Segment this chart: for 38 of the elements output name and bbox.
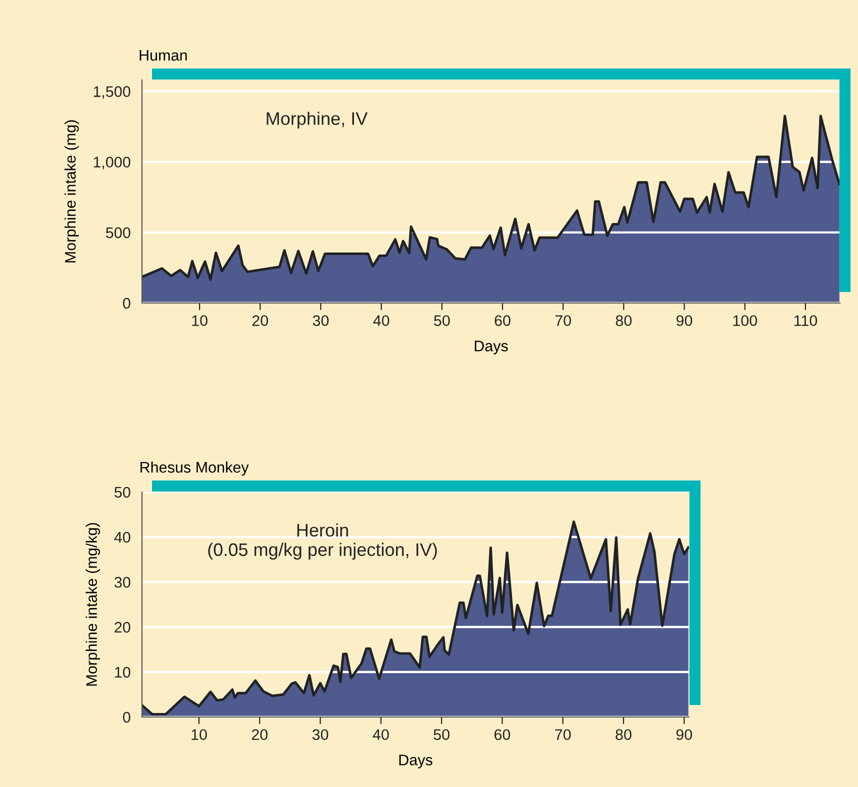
chart-title: Human bbox=[140, 50, 187, 61]
chart-title: Rhesus Monkey bbox=[140, 461, 249, 476]
y-tick-label: 1,500 bbox=[94, 86, 130, 99]
y-axis-title: Morphine intake (mg/kg) bbox=[86, 523, 100, 686]
x-tick-label: 100 bbox=[733, 315, 758, 326]
x-tick-label: 40 bbox=[372, 729, 389, 740]
x-tick-label: 110 bbox=[794, 315, 818, 326]
y-tick-label: 500 bbox=[106, 227, 130, 238]
x-tick-label: 70 bbox=[555, 315, 571, 326]
y-axis-title: Morphine intake (mg) bbox=[64, 120, 79, 262]
x-tick-label: 40 bbox=[373, 315, 390, 326]
y-tick-label: 0 bbox=[122, 712, 130, 723]
x-tick-label: 90 bbox=[676, 315, 692, 326]
x-axis-title: Days bbox=[474, 340, 508, 354]
x-tick-label: 20 bbox=[252, 729, 268, 740]
y-tick-label: 30 bbox=[114, 576, 130, 588]
y-tick-label: 0 bbox=[122, 298, 130, 309]
x-axis-title: Days bbox=[399, 754, 432, 768]
x-tick-label: 30 bbox=[312, 315, 329, 326]
x-tick-label: 60 bbox=[494, 315, 510, 326]
annotation: Morphine, IV bbox=[266, 112, 368, 129]
x-tick-label: 60 bbox=[494, 729, 510, 740]
y-tick-label: 1,000 bbox=[94, 156, 130, 170]
x-tick-label: 20 bbox=[252, 315, 268, 326]
x-tick-label: 50 bbox=[434, 315, 450, 326]
y-tick-label: 50 bbox=[114, 486, 130, 498]
annotation: Heroin (0.05 mg/kg per injection, IV) bbox=[208, 523, 437, 560]
y-tick-label: 40 bbox=[114, 532, 130, 543]
y-tick-label: 20 bbox=[114, 622, 130, 633]
x-tick-label: 80 bbox=[616, 315, 632, 326]
x-tick-label: 10 bbox=[192, 729, 207, 740]
x-tick-label: 90 bbox=[676, 729, 692, 740]
x-tick-label: 50 bbox=[434, 729, 450, 740]
x-tick-label: 70 bbox=[555, 729, 571, 740]
y-tick-label: 10 bbox=[115, 666, 130, 678]
x-tick-label: 10 bbox=[192, 315, 208, 326]
x-tick-label: 30 bbox=[312, 729, 328, 740]
x-tick-label: 80 bbox=[616, 729, 632, 740]
